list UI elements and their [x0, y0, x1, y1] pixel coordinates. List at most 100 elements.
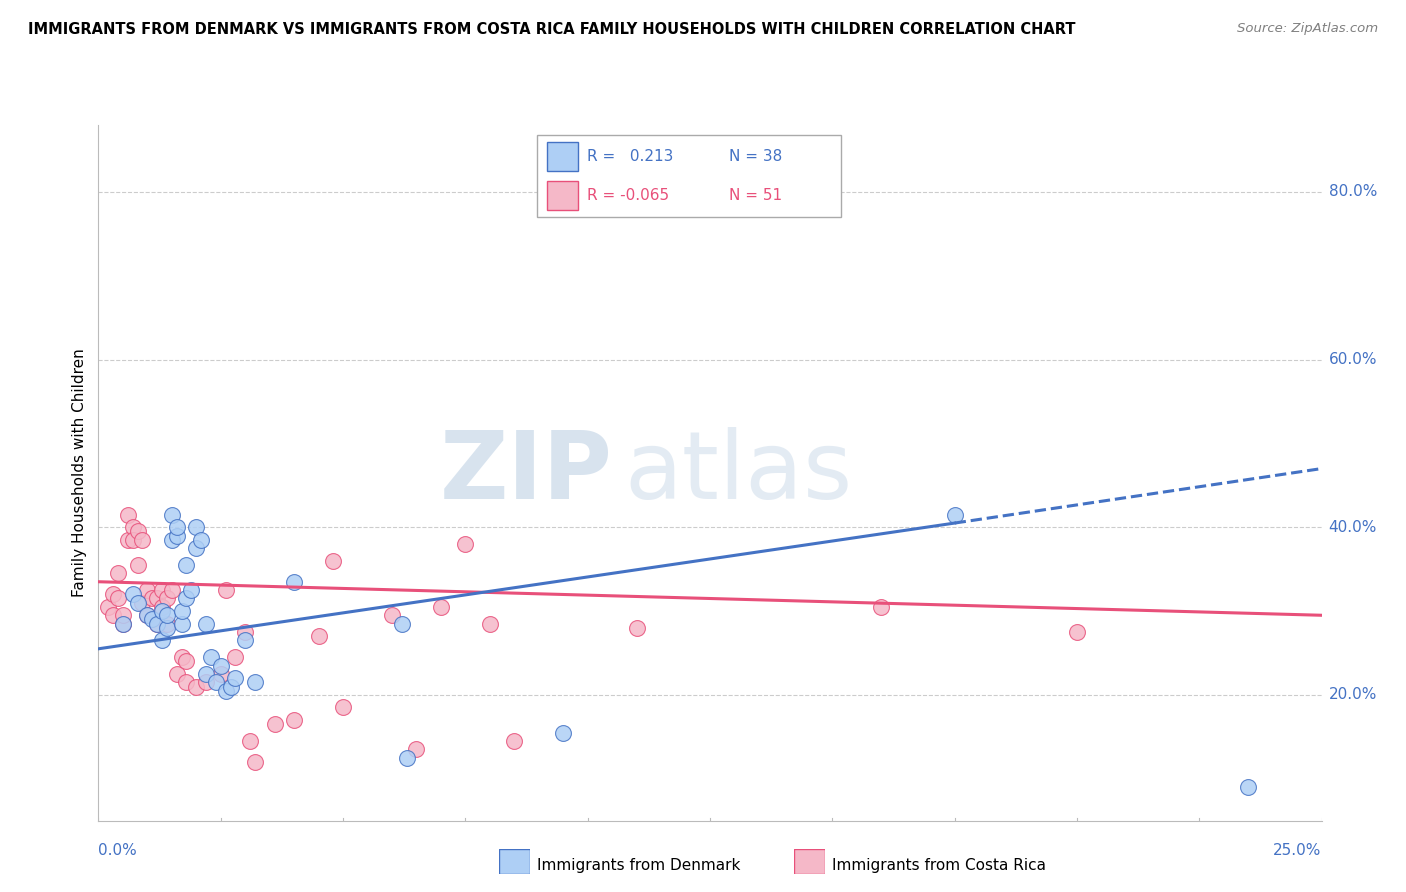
Point [243, 675, 266, 690]
Text: Source: ZipAtlas.com: Source: ZipAtlas.com [1237, 22, 1378, 36]
Point [127, 596, 149, 610]
Point [170, 650, 193, 665]
Point [101, 587, 124, 601]
Point [195, 675, 218, 690]
Point [170, 604, 193, 618]
Point [195, 667, 218, 681]
Point [101, 608, 124, 623]
Point [117, 508, 139, 522]
Point [219, 680, 242, 694]
Point [943, 508, 966, 522]
Point [150, 599, 173, 614]
Point [156, 591, 179, 606]
Point [454, 537, 477, 551]
Point [395, 751, 418, 765]
Point [160, 533, 183, 547]
Point [405, 742, 427, 756]
Point [332, 700, 354, 714]
Point [166, 520, 188, 534]
Y-axis label: Family Households with Children: Family Households with Children [72, 349, 87, 597]
Text: ZIP: ZIP [439, 426, 612, 519]
Text: 0.0%: 0.0% [98, 843, 138, 858]
Point [160, 508, 183, 522]
Point [205, 675, 228, 690]
Point [150, 583, 173, 598]
Point [239, 734, 262, 748]
Text: 20.0%: 20.0% [1329, 688, 1376, 702]
Point [127, 524, 149, 539]
Text: R = -0.065: R = -0.065 [586, 188, 669, 203]
Text: atlas: atlas [624, 426, 852, 519]
Point [107, 591, 129, 606]
Point [131, 533, 153, 547]
FancyBboxPatch shape [537, 136, 841, 217]
Point [146, 616, 169, 631]
Point [200, 650, 222, 665]
Point [870, 599, 893, 614]
Text: 40.0%: 40.0% [1329, 520, 1376, 534]
Point [156, 616, 179, 631]
Point [553, 725, 575, 739]
Text: 60.0%: 60.0% [1329, 352, 1376, 368]
Point [160, 583, 183, 598]
Point [121, 520, 143, 534]
Point [626, 621, 648, 635]
Point [146, 591, 169, 606]
Point [186, 680, 208, 694]
Point [322, 554, 344, 568]
Text: 25.0%: 25.0% [1274, 843, 1322, 858]
Point [111, 616, 134, 631]
Point [156, 621, 179, 635]
Point [170, 616, 193, 631]
Bar [547, 142, 578, 171]
Text: Immigrants from Denmark: Immigrants from Denmark [537, 858, 741, 872]
Point [121, 587, 143, 601]
Point [1237, 780, 1260, 794]
Point [146, 616, 169, 631]
Point [166, 667, 188, 681]
Point [283, 574, 305, 589]
Text: Immigrants from Costa Rica: Immigrants from Costa Rica [832, 858, 1046, 872]
Point [166, 528, 188, 542]
Point [111, 608, 134, 623]
Point [111, 616, 134, 631]
Point [176, 654, 198, 668]
Point [243, 755, 266, 769]
Point [195, 616, 218, 631]
Text: N = 38: N = 38 [730, 149, 782, 164]
Text: 80.0%: 80.0% [1329, 185, 1376, 200]
Point [1066, 625, 1088, 640]
Point [283, 713, 305, 727]
Point [263, 717, 285, 731]
Point [150, 633, 173, 648]
Point [131, 596, 153, 610]
Bar [547, 181, 578, 211]
Text: N = 51: N = 51 [730, 188, 782, 203]
Point [141, 591, 163, 606]
Point [214, 683, 236, 698]
Point [381, 608, 404, 623]
Point [233, 625, 256, 640]
Point [214, 583, 236, 598]
Point [136, 608, 159, 623]
Point [180, 583, 202, 598]
Point [127, 558, 149, 572]
Point [308, 629, 330, 643]
Point [176, 675, 198, 690]
Point [224, 671, 246, 685]
Point [503, 734, 526, 748]
Point [136, 608, 159, 623]
Point [150, 604, 173, 618]
Point [186, 520, 208, 534]
Point [233, 633, 256, 648]
Point [141, 612, 163, 626]
Text: IMMIGRANTS FROM DENMARK VS IMMIGRANTS FROM COSTA RICA FAMILY HOUSEHOLDS WITH CHI: IMMIGRANTS FROM DENMARK VS IMMIGRANTS FR… [28, 22, 1076, 37]
Point [224, 650, 246, 665]
Point [391, 616, 413, 631]
Point [136, 583, 159, 598]
Point [190, 533, 212, 547]
Point [209, 667, 232, 681]
Point [121, 533, 143, 547]
Point [97, 599, 120, 614]
Point [186, 541, 208, 556]
